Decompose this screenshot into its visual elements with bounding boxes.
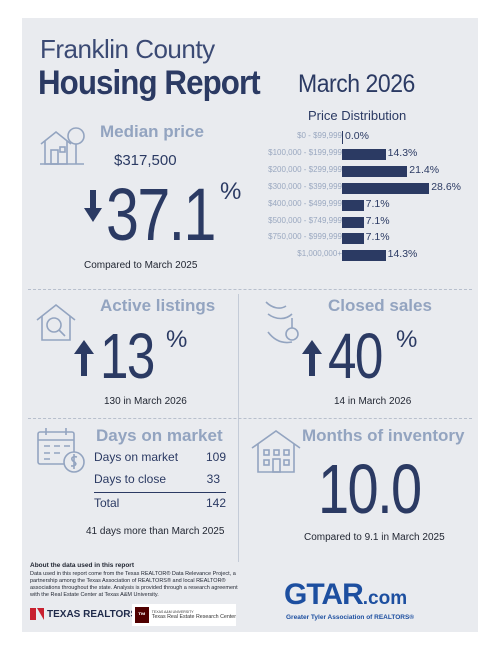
price-distribution-value: 7.1% [365,197,390,210]
months-inventory-caption: Compared to 9.1 in March 2025 [304,532,445,543]
median-price-change: 37.1 [106,173,216,256]
arrow-down-icon [84,190,102,222]
total-value: 142 [205,496,226,510]
closed-sales-change: 40 [328,320,383,392]
price-range-label: $100,000 - $199,999 [268,147,342,157]
months-inventory-title: Months of inventory [302,426,465,445]
price-distribution-value: 14.3% [387,146,418,159]
median-price-unit: % [220,178,242,205]
price-distribution-row: $750,000 - $999,999 7.1% [222,231,478,245]
dtc-row-value: 33 [206,472,220,486]
price-distribution-row: $300,000 - $399,999 28.6% [222,181,478,195]
price-distribution-bar [342,131,343,144]
price-distribution-bar [342,165,408,177]
total-label: Total [94,496,120,510]
price-distribution-row: $100,000 - $199,999 14.3% [222,147,478,161]
price-distribution-value: 14.3% [387,248,418,261]
arrow-up-icon [302,340,322,376]
report-title: Housing Report [38,64,261,102]
key-hand-icon [265,301,299,344]
gtar-logo: GTAR .com [284,578,407,612]
price-range-label: $200,000 - $299,999 [268,164,342,174]
texas-realtors-mark-icon [30,608,44,620]
active-listings-unit: % [166,326,188,353]
texas-realtors-text: TEXAS REALTORS [47,608,138,620]
price-distribution-title: Price Distribution [308,108,407,123]
price-distribution-bar [342,216,364,228]
price-distribution-value: 7.1% [365,231,390,244]
closed-sales-unit: % [396,326,418,353]
report-month: March 2026 [298,70,415,98]
price-distribution-bar [342,199,364,211]
price-range-label: $300,000 - $399,999 [268,181,342,191]
price-range-label: $0 - $99,999 [297,131,342,140]
tamu-small-text: TEXAS A&M UNIVERSITY [151,610,194,614]
about-text: Data used in this report come from the T… [30,571,238,598]
divider-middle [28,418,472,419]
days-on-market-title: Days on market [96,426,223,445]
closed-sales-title: Closed sales [328,296,432,315]
price-distribution-bar [342,233,364,245]
texas-realtors-logo: TEXAS REALTORS [30,608,137,620]
price-distribution-row: $500,000 - $749,999 7.1% [222,215,478,229]
active-listings-change: 13 [100,320,155,392]
gtar-wordmark: GTAR [284,578,364,611]
dtc-row-label: Days to close [94,472,167,486]
price-distribution-row: $0 - $99,999 0.0% [222,130,478,144]
price-range-label: $400,000 - $499,999 [268,198,342,208]
price-distribution-bar [342,148,386,160]
price-distribution-value: 7.1% [365,214,390,227]
active-listings-title: Active listings [100,296,216,315]
dom-row-label: Days on market [94,450,179,464]
arrow-up-icon [74,340,94,376]
divider-vertical [238,294,239,562]
price-distribution-value: 0.0% [345,130,369,142]
house-grid-icon [251,430,301,473]
price-distribution-row: $1,000,000+ 14.3% [222,248,478,262]
calendar-money-icon [37,428,85,473]
county-title: Franklin County [40,34,215,64]
house-tree-icon [40,127,85,165]
dom-row-value: 109 [205,450,226,464]
price-range-label: $1,000,000+ [297,249,342,259]
price-distribution-row: $400,000 - $499,999 7.1% [222,198,478,212]
research-center-text: Texas Real Estate Research Center [151,614,236,620]
price-range-label: $500,000 - $749,999 [268,215,342,225]
total-rule [94,492,226,493]
active-listings-caption: 130 in March 2026 [104,396,187,407]
about-title: About the data used in this report [30,562,135,569]
price-range-label: $750,000 - $999,999 [268,232,342,242]
divider-top [28,289,472,290]
gtar-com: .com [362,588,408,609]
median-price-title: Median price [100,122,204,141]
gtar-tagline: Greater Tyler Association of REALTORS® [286,614,415,621]
price-distribution-value: 21.4% [409,163,440,176]
closed-sales-caption: 14 in March 2026 [334,396,412,407]
price-distribution-value: 28.6% [431,180,461,193]
median-price-caption: Compared to March 2025 [84,260,198,271]
price-distribution-row: $200,000 - $299,999 21.4% [222,164,478,178]
report-page: Franklin County Housing Report March 202… [22,18,478,632]
research-center-logo: ™ TEXAS A&M UNIVERSITY Texas Real Estate… [132,604,236,626]
house-search-icon [36,303,76,341]
price-distribution-bar [342,250,386,262]
price-distribution-bar [342,182,430,194]
tamu-mark-icon: ™ [135,607,149,623]
days-on-market-caption: 41 days more than March 2025 [86,526,225,537]
median-price-value: $317,500 [114,152,177,169]
months-inventory-value: 10.0 [318,450,422,528]
